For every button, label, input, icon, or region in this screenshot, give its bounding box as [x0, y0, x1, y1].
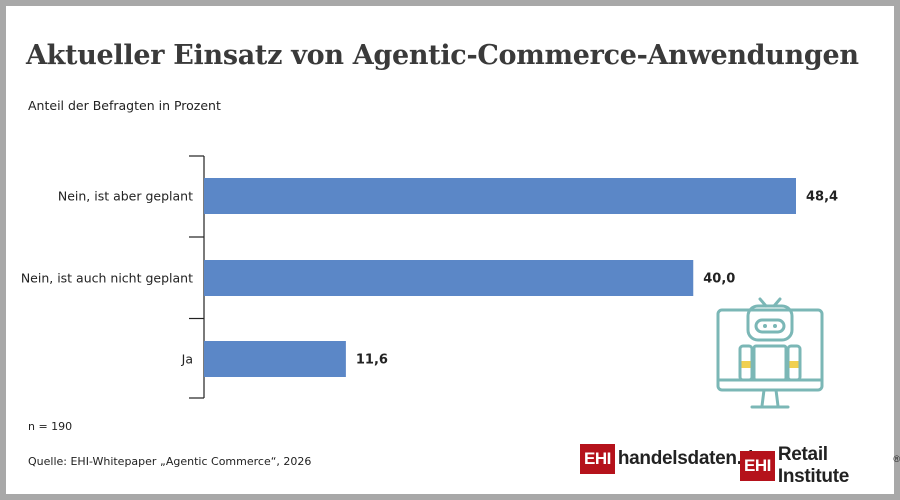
category-label: Ja — [181, 352, 193, 367]
chart-subtitle: Anteil der Befragten in Prozent — [28, 98, 221, 113]
ehi-logo-box-2: EHI — [740, 451, 775, 481]
bar — [204, 260, 694, 296]
sample-size-note: n = 190 — [28, 420, 73, 433]
bar — [204, 178, 796, 214]
data-label: 11,6 — [356, 353, 388, 368]
category-label: Nein, ist aber geplant — [58, 189, 193, 204]
robot-monitor-icon — [716, 297, 824, 409]
handelsdaten-logo: EHI handelsdaten.de — [580, 444, 764, 474]
bar — [204, 341, 346, 377]
registered-mark: ® — [893, 454, 900, 464]
ehi-retail-institute-logo: EHI Retail Institute ® — [740, 444, 900, 488]
data-label: 48,4 — [806, 190, 838, 205]
data-label: 40,0 — [703, 272, 735, 287]
retail-institute-logo-text: Retail Institute — [777, 444, 850, 487]
chart-title: Aktueller Einsatz von Agentic-Commerce-A… — [26, 40, 859, 71]
handelsdaten-logo-text: handelsdaten.de — [617, 448, 764, 469]
source-note: Quelle: EHI-Whitepaper „Agentic Commerce… — [28, 455, 312, 468]
category-label: Nein, ist auch nicht geplant — [21, 271, 193, 286]
labels: Nein, ist aber geplant 48,4 Nein, ist auch… — [21, 189, 838, 368]
ehi-logo-box: EHI — [580, 444, 615, 474]
bars — [204, 178, 796, 377]
